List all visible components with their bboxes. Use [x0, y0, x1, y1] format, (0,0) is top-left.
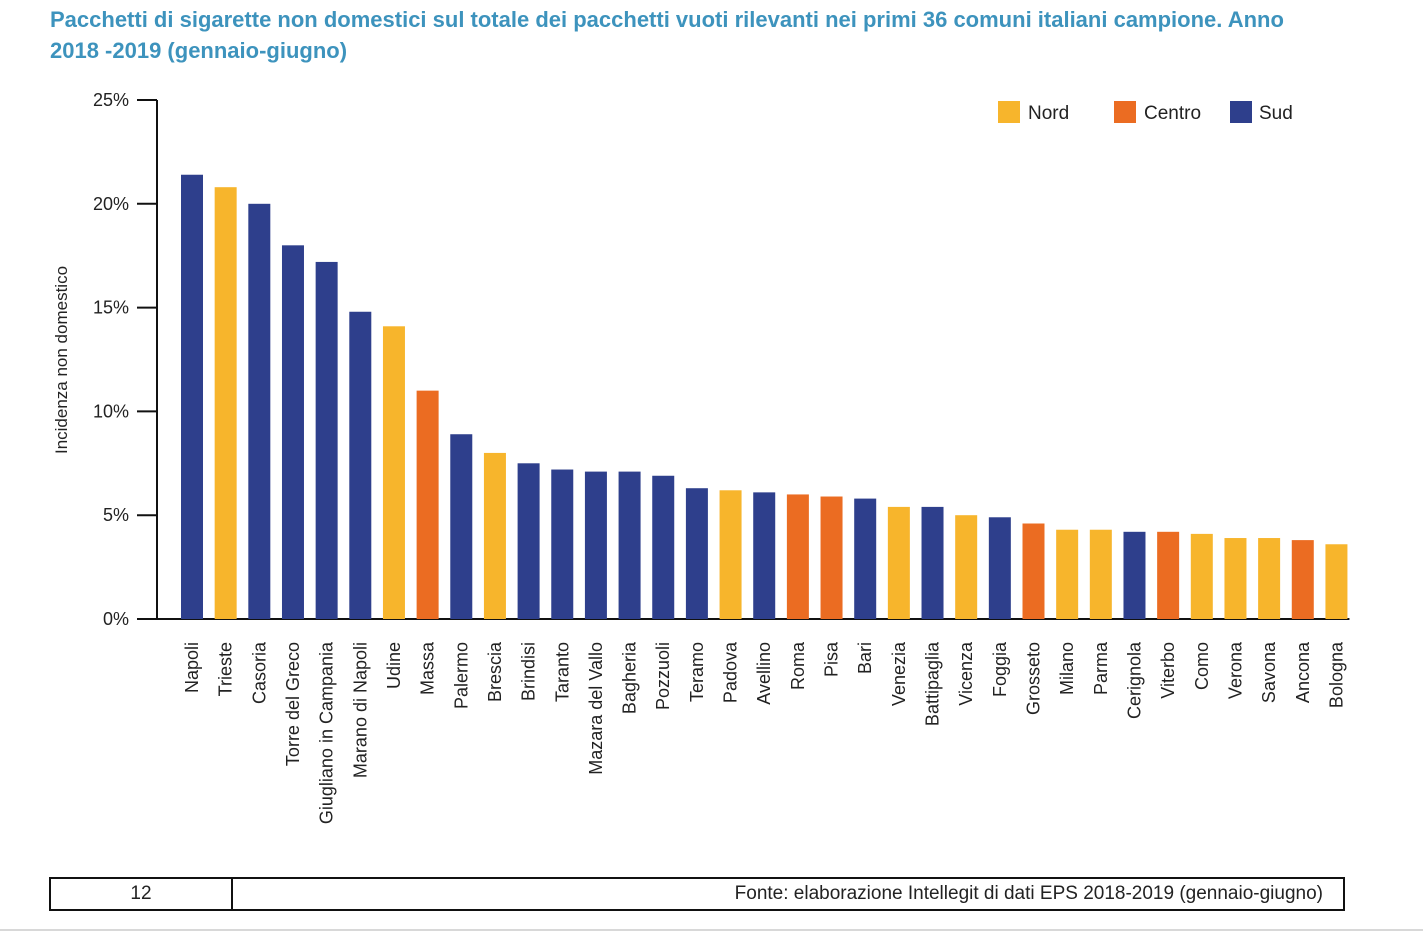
x-tick-label: Bagheria — [620, 641, 640, 714]
bar-marano-di-napoli — [349, 311, 372, 619]
y-tick-label: 10% — [93, 401, 129, 421]
bar-casoria — [248, 203, 271, 620]
bar-como — [1190, 533, 1213, 619]
chart-title: Pacchetti di sigarette non domestici sul… — [50, 4, 1380, 66]
x-tick-label: Massa — [418, 641, 438, 695]
bar-torre-del-greco — [281, 245, 304, 619]
legend-label-sud: Sud — [1259, 103, 1293, 124]
legend-label-nord: Nord — [1028, 103, 1069, 124]
y-tick-label: 5% — [103, 505, 129, 525]
x-tick-label: Venezia — [889, 641, 909, 706]
x-tick-label: Cerignola — [1124, 641, 1144, 719]
bar-grosseto — [1022, 523, 1045, 619]
x-tick-label: Avellino — [754, 642, 774, 705]
bar-napoli — [181, 174, 203, 619]
footer: 12 Fonte: elaborazione Intellegit di dat… — [49, 877, 1345, 911]
x-tick-label: Savona — [1259, 641, 1279, 703]
bar-massa — [416, 390, 439, 619]
legend-swatch-sud — [1230, 101, 1252, 123]
y-tick-label: 25% — [93, 90, 129, 110]
bar-roma — [786, 494, 809, 619]
bar-chart: 0% 5% 10% 15% 20% 25% Incidenza non domestico N… — [52, 90, 1350, 824]
bar-udine — [382, 326, 405, 619]
bar-milano — [1056, 529, 1079, 619]
page-number: 12 — [51, 879, 233, 909]
x-tick-label: Padova — [721, 641, 741, 703]
x-tick-label: Marano di Napoli — [350, 642, 370, 778]
bar-padova — [719, 490, 742, 619]
bar-cerignola — [1123, 531, 1146, 619]
legend-label-centro: Centro — [1144, 103, 1201, 124]
x-tick-label: Parma — [1091, 641, 1111, 695]
y-tick-label: 15% — [93, 298, 129, 318]
bar-trieste — [214, 187, 237, 619]
y-tick-label: 20% — [93, 194, 129, 214]
bar-bologna — [1325, 544, 1348, 619]
x-tick-label: Mazara del Vallo — [586, 642, 606, 775]
bar-teramo — [685, 488, 708, 619]
bar-viterbo — [1157, 531, 1180, 619]
x-tick-label: Verona — [1225, 641, 1245, 699]
x-tick-label: Brindisi — [519, 642, 539, 701]
chart-title-line-2: 2018 -2019 (gennaio-giugno) — [50, 38, 348, 63]
source-note: Fonte: elaborazione Intellegit di dati E… — [734, 883, 1323, 904]
legend-swatch-centro — [1114, 101, 1136, 123]
x-tick-label: Napoli — [182, 642, 202, 693]
y-axis-label: Incidenza non domestico — [52, 266, 71, 454]
chart-title-line-1: Pacchetti di sigarette non domestici sul… — [50, 7, 1284, 32]
x-tick-label: Battipaglia — [923, 641, 943, 726]
x-tick-label: Bologna — [1326, 641, 1346, 708]
x-tick-label: Vicenza — [956, 641, 976, 706]
x-tick-label: Foggia — [990, 641, 1010, 697]
bar-parma — [1089, 529, 1112, 619]
x-tick-label: Palermo — [451, 642, 471, 709]
bar-ancona — [1291, 540, 1314, 619]
legend-swatch-nord — [998, 101, 1020, 123]
bar-palermo — [450, 434, 473, 619]
bar-taranto — [551, 469, 574, 619]
x-tick-label: Pozzuoli — [653, 642, 673, 710]
bar-vicenza — [955, 515, 978, 619]
bar-pisa — [820, 496, 843, 619]
y-tick-label: 0% — [103, 609, 129, 629]
x-tick-label: Teramo — [687, 642, 707, 702]
bar-mazara-del-vallo — [584, 471, 607, 619]
x-tick-label: Torre del Greco — [283, 642, 303, 766]
x-tick-label: Pisa — [822, 641, 842, 677]
x-tick-label: Udine — [384, 642, 404, 689]
bar-bari — [854, 498, 877, 619]
x-tick-label: Trieste — [216, 642, 236, 696]
bar-savona — [1258, 538, 1281, 619]
x-tick-label: Grosseto — [1024, 642, 1044, 715]
x-tick-label: Bari — [855, 642, 875, 674]
bar-brindisi — [517, 463, 540, 619]
x-tick-label: Ancona — [1293, 641, 1313, 703]
x-tick-label: Taranto — [552, 642, 572, 702]
divider — [0, 929, 1423, 931]
x-tick-label: Brescia — [485, 641, 505, 702]
bar-battipaglia — [921, 506, 944, 619]
bar-pozzuoli — [652, 475, 675, 619]
bar-foggia — [988, 517, 1011, 619]
bar-avellino — [753, 492, 776, 619]
x-tick-label: Como — [1192, 642, 1212, 690]
bar-bagheria — [618, 471, 641, 619]
x-tick-label: Viterbo — [1158, 642, 1178, 699]
bar-verona — [1224, 538, 1247, 619]
x-tick-label: Roma — [788, 641, 808, 690]
x-tick-label: Giugliano in Campania — [317, 641, 337, 824]
bar-giugliano-in-campania — [315, 261, 338, 619]
bar-brescia — [483, 452, 506, 619]
x-tick-label: Casoria — [249, 641, 269, 704]
bar-venezia — [887, 506, 910, 619]
x-tick-label: Milano — [1057, 642, 1077, 695]
